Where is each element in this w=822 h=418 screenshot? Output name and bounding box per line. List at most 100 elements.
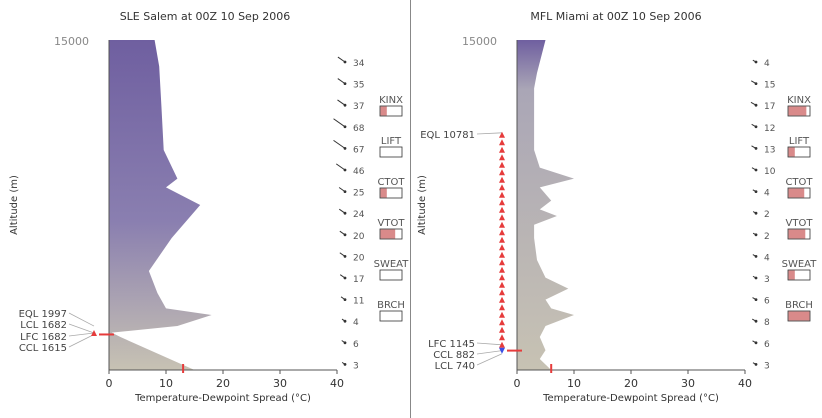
index-box	[379, 146, 403, 158]
wind-barb	[337, 78, 346, 85]
parcel-ascent-marker	[499, 251, 505, 258]
right-sounding-panel: MFL Miami at 00Z 10 Sep 2006 15000 Altitud…	[411, 0, 822, 418]
wind-barb-dot	[343, 298, 347, 301]
x-tick-label: 0	[514, 377, 521, 390]
lfc-marker	[499, 347, 505, 354]
wind-barb-dot	[754, 147, 758, 150]
parcel-ascent-marker	[499, 319, 505, 326]
wind-barb-dot	[343, 319, 347, 323]
level-label: CCL 1615	[19, 343, 67, 354]
index-label: SWEAT	[782, 259, 818, 270]
parcel-ascent-marker	[499, 146, 505, 153]
wind-barb-dot	[754, 168, 758, 172]
wind-barb-dot	[343, 82, 347, 85]
level-label: LCL 1682	[20, 320, 67, 331]
wind-speed-label: 4	[764, 189, 770, 199]
index-box-fill	[788, 147, 795, 157]
index-label: SWEAT	[374, 259, 410, 270]
level-leader-line	[476, 132, 503, 135]
index-box	[787, 269, 811, 281]
x-tick-label: 30	[681, 377, 695, 390]
index-box	[379, 187, 403, 199]
index-label: VTOT	[378, 218, 406, 229]
wind-barb	[337, 56, 346, 63]
parcel-ascent-marker	[499, 199, 505, 206]
top-altitude-label: 15000	[462, 35, 497, 48]
wind-speed-label: 3	[353, 361, 359, 371]
index-label: KINX	[379, 95, 403, 106]
index-box	[787, 146, 811, 158]
x-tick-label: 10	[159, 377, 173, 390]
index-label: BRCH	[785, 300, 813, 311]
wind-barb-dot	[754, 298, 758, 301]
level-leader-line	[68, 332, 95, 337]
parcel-ascent-marker	[499, 311, 505, 318]
wind-barb-dot	[754, 211, 758, 215]
wind-barb	[333, 139, 346, 149]
level-label: LFC 1145	[428, 339, 475, 350]
index-box	[379, 105, 403, 117]
x-tick-label: 30	[273, 377, 287, 390]
wind-speed-label: 4	[353, 318, 359, 328]
index-box-fill	[788, 311, 810, 321]
parcel-ascent-marker	[499, 206, 505, 213]
wind-speed-label: 13	[764, 145, 775, 155]
wind-barb-dot	[343, 341, 347, 345]
index-box-fill	[788, 106, 807, 116]
chart-title: SLE Salem at 00Z 10 Sep 2006	[120, 10, 291, 23]
level-leader-line	[476, 342, 503, 346]
wind-barb-dot	[754, 103, 758, 107]
wind-barb-dot	[343, 103, 347, 107]
x-tick-label: 20	[216, 377, 230, 390]
level-label: EQL 10781	[420, 130, 475, 141]
parcel-ascent-marker	[499, 229, 505, 236]
index-box-fill	[380, 188, 387, 198]
parcel-ascent-marker	[499, 191, 505, 198]
level-leader-line	[68, 334, 95, 348]
x-tick-label: 10	[567, 377, 581, 390]
parcel-ascent-marker	[499, 289, 505, 296]
top-altitude-label: 15000	[54, 35, 89, 48]
wind-speed-label: 24	[353, 210, 365, 220]
chart-title: MFL Miami at 00Z 10 Sep 2006	[530, 10, 701, 23]
wind-speed-label: 25	[353, 189, 364, 199]
wind-barb-dot	[754, 82, 758, 85]
parcel-ascent-marker	[499, 259, 505, 266]
wind-speed-label: 46	[353, 167, 365, 177]
wind-speed-label: 12	[764, 124, 775, 134]
level-leader-line	[476, 350, 503, 355]
wind-speed-label: 6	[764, 297, 770, 307]
wind-speed-label: 4	[764, 253, 770, 263]
wind-barb	[333, 118, 346, 128]
parcel-ascent-marker	[499, 341, 505, 348]
wind-barb-dot	[343, 60, 347, 64]
wind-speed-label: 67	[353, 145, 364, 155]
wind-barb	[335, 163, 346, 171]
wind-barb-dot	[343, 233, 347, 237]
index-label: CTOT	[377, 177, 405, 188]
parcel-ascent-marker	[499, 334, 505, 341]
wind-speed-label: 6	[764, 340, 770, 350]
wind-speed-label: 20	[353, 253, 365, 263]
parcel-ascent-marker	[499, 221, 505, 228]
wind-speed-label: 15	[764, 81, 775, 91]
wind-barb-dot	[754, 319, 758, 323]
wind-barb-dot	[754, 341, 758, 345]
level-leader-line	[476, 353, 503, 366]
x-axis-label: Temperature-Dewpoint Spread (°C)	[134, 393, 311, 404]
index-label: CTOT	[785, 177, 813, 188]
wind-barb-dot	[343, 363, 347, 366]
parcel-ascent-marker	[499, 304, 505, 311]
y-axis-label: Altitude (m)	[417, 175, 428, 235]
index-label: LIFT	[789, 136, 810, 147]
wind-speed-label: 4	[764, 59, 770, 69]
wind-barb-dot	[754, 255, 758, 258]
wind-speed-label: 8	[764, 318, 770, 328]
x-tick-label: 40	[738, 377, 752, 390]
wind-barb-dot	[754, 190, 758, 194]
parcel-ascent-marker	[499, 161, 505, 168]
parcel-ascent-marker	[499, 214, 505, 221]
index-box-fill	[788, 188, 805, 198]
wind-barb-dot	[754, 276, 758, 280]
wind-speed-label: 3	[764, 275, 770, 285]
